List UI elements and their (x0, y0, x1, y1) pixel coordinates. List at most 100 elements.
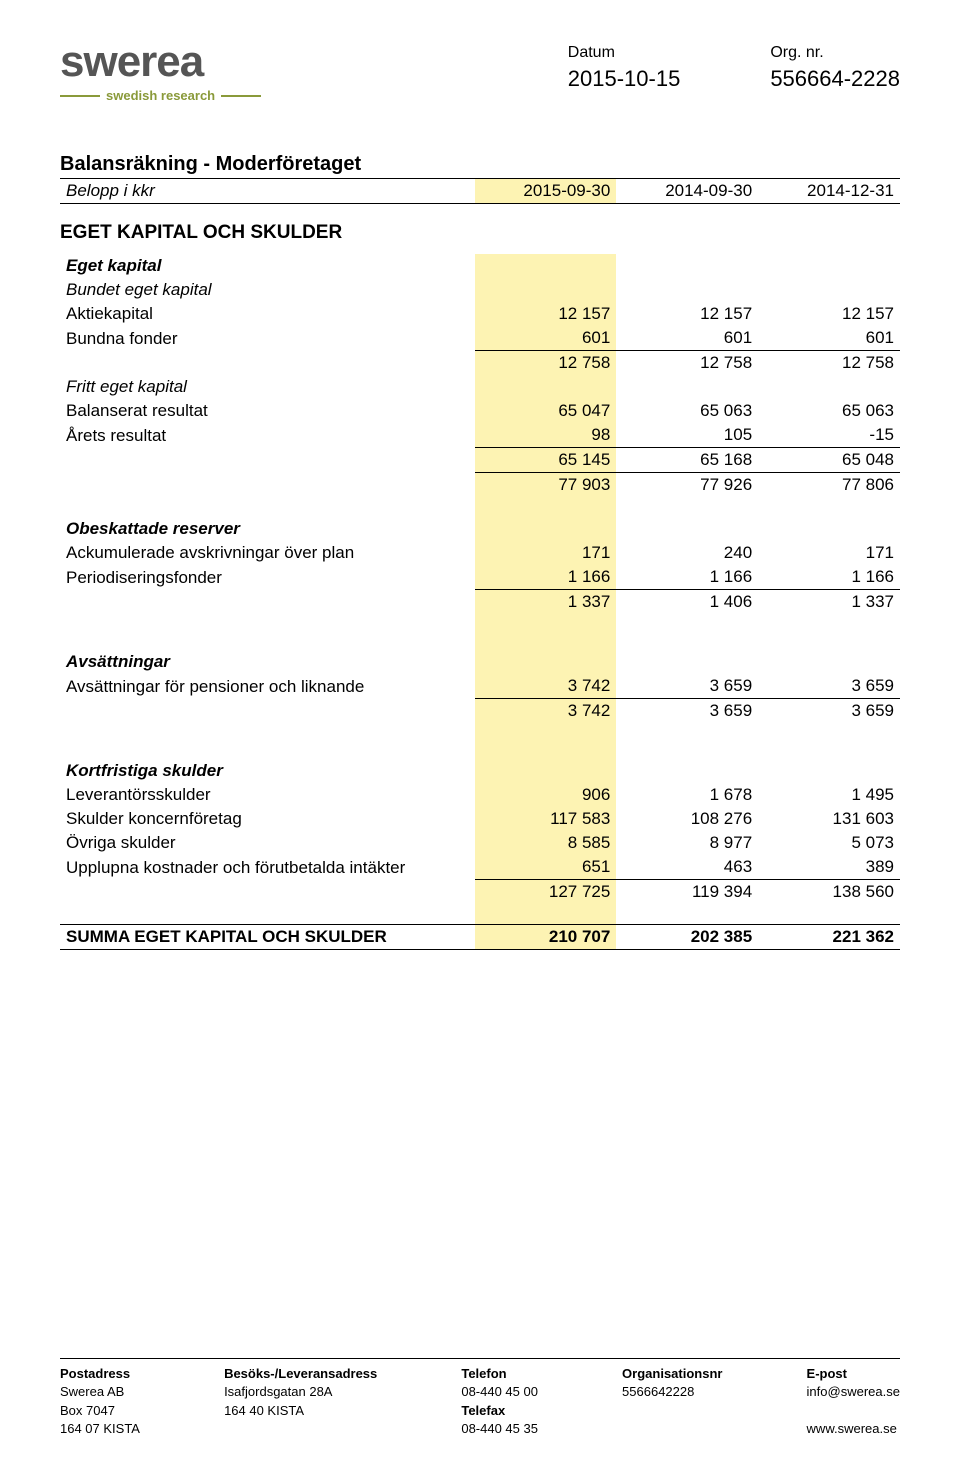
cell: 210 707 (475, 924, 617, 949)
summa-label: SUMMA EGET KAPITAL OCH SKULDER (60, 924, 475, 949)
cell: 3 659 (616, 674, 758, 699)
cell: 240 (616, 541, 758, 565)
table-row: Ackumulerade avskrivningar över plan 171… (60, 541, 900, 565)
table-row: 3 742 3 659 3 659 (60, 699, 900, 724)
row-label: Avsättningar för pensioner och liknande (60, 674, 475, 699)
cell: 5 073 (758, 831, 900, 855)
footer-line: www.swerea.se (807, 1420, 900, 1438)
spacer (60, 723, 900, 759)
footer-besok: Besöks-/Leveransadress Isafjordsgatan 28… (224, 1365, 377, 1438)
eget-kapital-table: Eget kapital Bundet eget kapital Aktieka… (60, 254, 900, 950)
row-label: Skulder koncernföretag (60, 807, 475, 831)
header: swerea swedish research Datum 2015-10-15… (60, 40, 900, 103)
cell: 1 166 (758, 565, 900, 590)
header-datum: Datum 2015-10-15 (568, 44, 681, 92)
footer-line: Swerea AB (60, 1383, 140, 1401)
cell: 98 (475, 423, 617, 448)
cell: 1 678 (616, 783, 758, 807)
table-row: Årets resultat 98 105 -15 (60, 423, 900, 448)
table-row: Övriga skulder 8 585 8 977 5 073 (60, 831, 900, 855)
table-row: 65 145 65 168 65 048 (60, 448, 900, 473)
table-row: Balanserat resultat 65 047 65 063 65 063 (60, 399, 900, 423)
cell: 12 157 (616, 302, 758, 326)
cell: 117 583 (475, 807, 617, 831)
footer: Postadress Swerea AB Box 7047 164 07 KIS… (60, 1358, 900, 1438)
spacer (60, 614, 900, 650)
cell: 1 495 (758, 783, 900, 807)
spacer (60, 904, 900, 924)
kortfristiga-heading: Kortfristiga skulder (60, 759, 475, 783)
cell: 12 758 (475, 351, 617, 376)
row-label: Balanserat resultat (60, 399, 475, 423)
footer-line: 164 07 KISTA (60, 1420, 140, 1438)
cell: 65 145 (475, 448, 617, 473)
footer-line: Box 7047 (60, 1402, 140, 1420)
table-row: Skulder koncernföretag 117 583 108 276 1… (60, 807, 900, 831)
cell: 77 926 (616, 473, 758, 498)
logo-sub-text: swedish research (106, 88, 215, 103)
cell: 1 166 (616, 565, 758, 590)
cell: 906 (475, 783, 617, 807)
cell: 1 337 (475, 590, 617, 615)
cell: 3 659 (616, 699, 758, 724)
table-header-row: Belopp i kkr 2015-09-30 2014-09-30 2014-… (60, 179, 900, 204)
cell: 12 758 (758, 351, 900, 376)
footer-heading: Telefon (461, 1365, 538, 1383)
col-label: Belopp i kkr (60, 179, 475, 204)
cell: 65 063 (616, 399, 758, 423)
footer-postadress: Postadress Swerea AB Box 7047 164 07 KIS… (60, 1365, 140, 1438)
cell: 3 742 (475, 699, 617, 724)
cell: 65 048 (758, 448, 900, 473)
cell: 3 659 (758, 699, 900, 724)
table-row: Bundet eget kapital (60, 278, 900, 302)
header-meta: Datum 2015-10-15 Org. nr. 556664-2228 (568, 40, 900, 92)
obeskattade-heading: Obeskattade reserver (60, 517, 475, 541)
cell: 108 276 (616, 807, 758, 831)
table-row: Obeskattade reserver (60, 517, 900, 541)
table-row: Bundna fonder 601 601 601 (60, 326, 900, 351)
row-label: Bundna fonder (60, 326, 475, 351)
header-orgnr: Org. nr. 556664-2228 (770, 44, 900, 92)
datum-value: 2015-10-15 (568, 66, 681, 92)
orgnr-label: Org. nr. (770, 44, 900, 62)
cell: 8 585 (475, 831, 617, 855)
table-row: Kortfristiga skulder (60, 759, 900, 783)
page-title: Balansräkning - Moderföretaget (60, 153, 900, 176)
footer-rule-icon (60, 1358, 900, 1359)
footer-telefon: Telefon 08-440 45 00 Telefax 08-440 45 3… (461, 1365, 538, 1438)
cell: 105 (616, 423, 758, 448)
cell: 389 (758, 855, 900, 880)
row-label: Leverantörsskulder (60, 783, 475, 807)
table-row: Avsättningar för pensioner och liknande … (60, 674, 900, 699)
cell: 12 758 (616, 351, 758, 376)
cell: -15 (758, 423, 900, 448)
cell: 127 725 (475, 880, 617, 905)
footer-line: 08-440 45 00 (461, 1383, 538, 1401)
row-label: Övriga skulder (60, 831, 475, 855)
orgnr-value: 556664-2228 (770, 66, 900, 92)
footer-epost: E-post info@swerea.se www.swerea.se (807, 1365, 900, 1438)
cell: 221 362 (758, 924, 900, 949)
cell: 202 385 (616, 924, 758, 949)
table-row: Fritt eget kapital (60, 375, 900, 399)
col-3: 2014-12-31 (758, 179, 900, 204)
footer-line: info@swerea.se (807, 1383, 900, 1401)
logo: swerea swedish research (60, 40, 261, 103)
cell: 138 560 (758, 880, 900, 905)
bundet-heading: Bundet eget kapital (60, 278, 475, 302)
cell: 65 168 (616, 448, 758, 473)
footer-columns: Postadress Swerea AB Box 7047 164 07 KIS… (60, 1365, 900, 1438)
cell: 1 406 (616, 590, 758, 615)
page: swerea swedish research Datum 2015-10-15… (0, 0, 960, 1478)
cell: 1 166 (475, 565, 617, 590)
table-row: 127 725 119 394 138 560 (60, 880, 900, 905)
table-row: Eget kapital (60, 254, 900, 278)
table-row: 77 903 77 926 77 806 (60, 473, 900, 498)
balance-table: Belopp i kkr 2015-09-30 2014-09-30 2014-… (60, 178, 900, 204)
col-1: 2015-09-30 (475, 179, 617, 204)
cell: 12 157 (758, 302, 900, 326)
cell: 65 047 (475, 399, 617, 423)
footer-line: 164 40 KISTA (224, 1402, 377, 1420)
cell: 171 (475, 541, 617, 565)
table-row: Upplupna kostnader och förutbetalda intä… (60, 855, 900, 880)
